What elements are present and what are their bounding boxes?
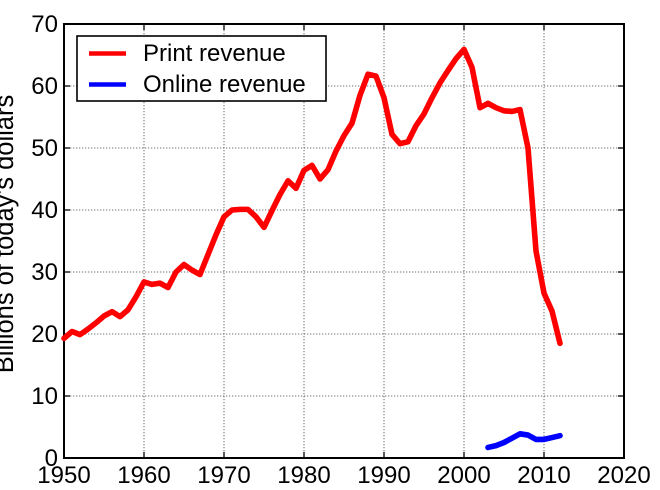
- svg-text:70: 70: [31, 11, 58, 38]
- svg-text:60: 60: [31, 73, 58, 100]
- svg-text:Billions of today's dollars: Billions of today's dollars: [0, 95, 19, 373]
- svg-text:30: 30: [31, 259, 58, 286]
- svg-text:2020: 2020: [597, 462, 650, 489]
- svg-text:1980: 1980: [277, 462, 330, 489]
- svg-text:1950: 1950: [37, 462, 90, 489]
- svg-text:20: 20: [31, 321, 58, 348]
- svg-text:40: 40: [31, 197, 58, 224]
- svg-text:1990: 1990: [357, 462, 410, 489]
- svg-text:Print revenue: Print revenue: [143, 40, 286, 67]
- svg-text:2000: 2000: [437, 462, 490, 489]
- svg-text:50: 50: [31, 135, 58, 162]
- svg-text:10: 10: [31, 383, 58, 410]
- svg-text:1970: 1970: [197, 462, 250, 489]
- svg-text:1960: 1960: [117, 462, 170, 489]
- svg-text:2010: 2010: [517, 462, 570, 489]
- svg-text:Online revenue: Online revenue: [143, 71, 306, 98]
